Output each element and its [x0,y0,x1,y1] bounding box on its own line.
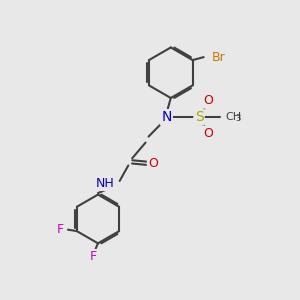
Text: Br: Br [212,51,226,64]
Text: 3: 3 [235,114,241,123]
Text: O: O [203,94,213,107]
Text: F: F [90,250,97,263]
Text: CH: CH [226,112,242,122]
Text: F: F [56,223,64,236]
Text: O: O [148,157,158,170]
Text: N: N [161,110,172,124]
Text: NH: NH [96,177,114,190]
Text: S: S [195,110,203,124]
Text: O: O [203,127,213,140]
